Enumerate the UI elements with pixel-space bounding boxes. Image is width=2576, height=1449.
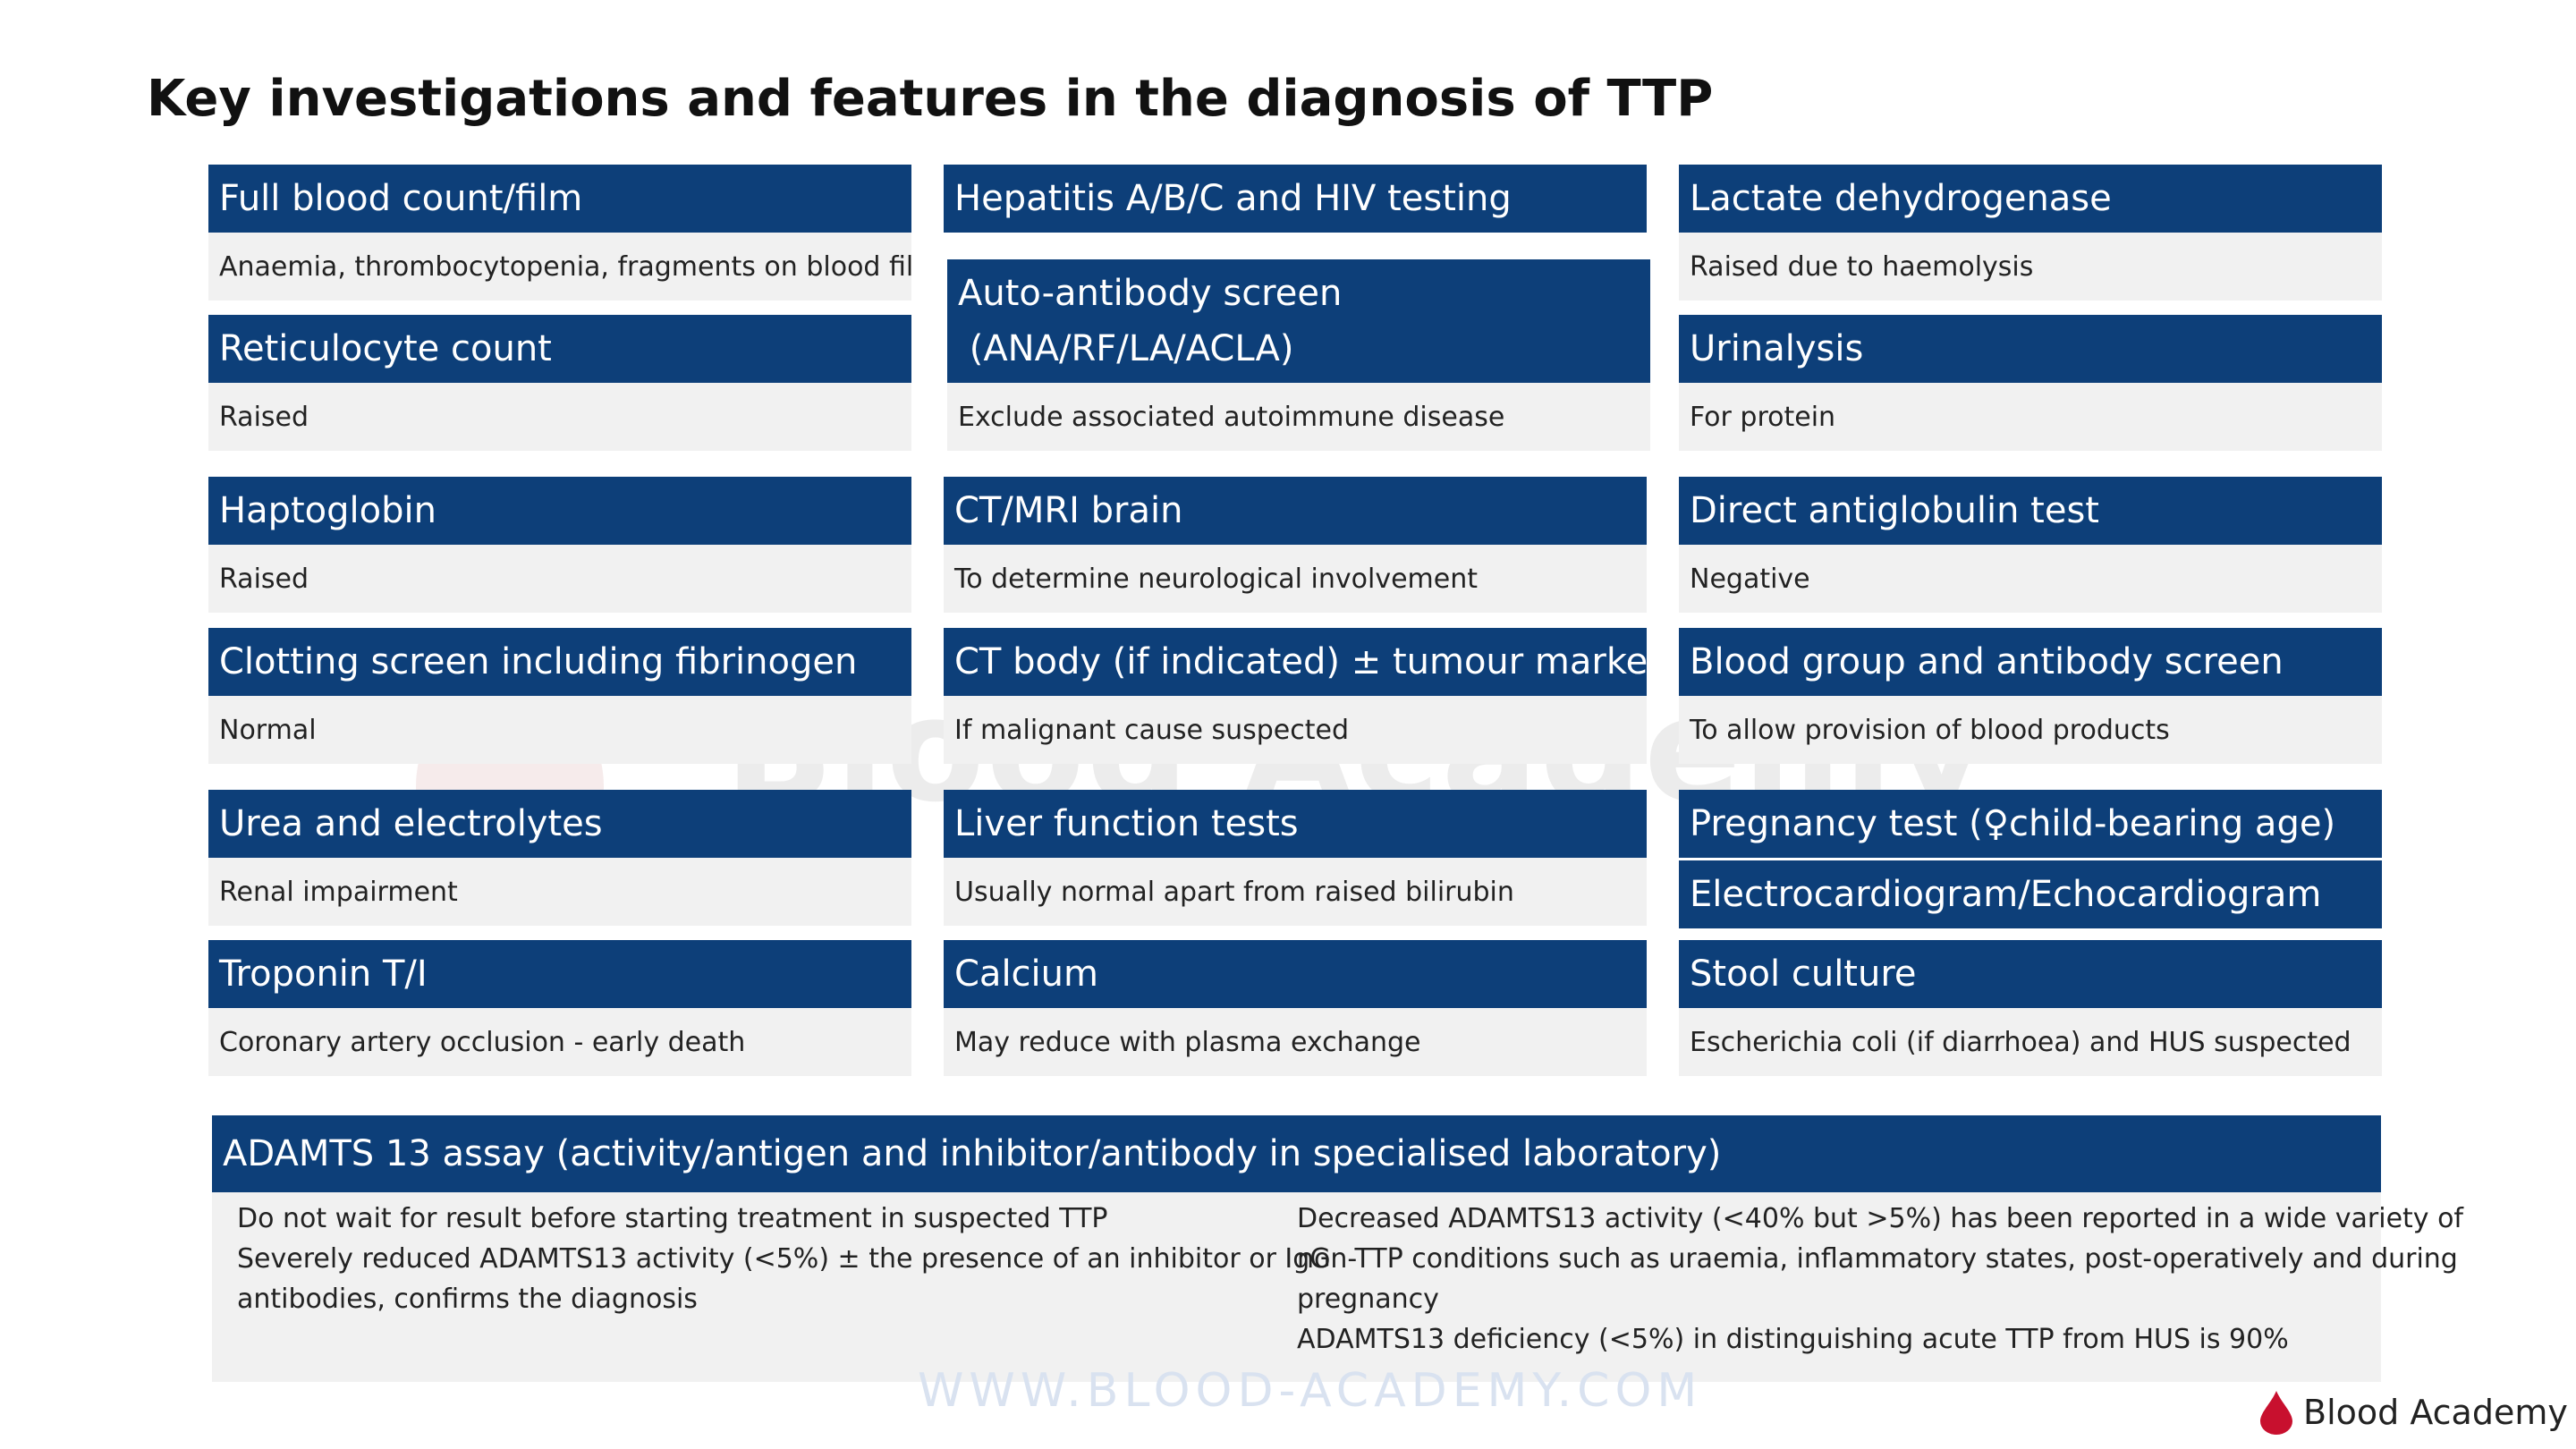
card-heading: Troponin T/I (208, 940, 911, 1008)
card-detail: Usually normal apart from raised bilirub… (944, 858, 1647, 926)
card-heading: Clotting screen including fibrinogen (208, 628, 911, 696)
card-heading: Direct antiglobulin test (1679, 477, 2382, 545)
card-heading: Full blood count/film (208, 165, 911, 233)
adamts-right-line: ADAMTS13 deficiency (<5%) in distinguish… (1297, 1324, 2289, 1355)
card-heading: Blood group and antibody screen (1679, 628, 2382, 696)
card-heading: CT/MRI brain (944, 477, 1647, 545)
brand-logo: Blood Academy (2258, 1389, 2568, 1436)
card-stool-culture: Stool culture Escherichia coli (if diarr… (1679, 940, 2382, 1076)
card-detail: Raised (208, 383, 911, 451)
card-full-blood-count: Full blood count/film Anaemia, thrombocy… (208, 165, 911, 301)
card-heading: Haptoglobin (208, 477, 911, 545)
card-detail: Anaemia, thrombocytopenia, fragments on … (208, 233, 911, 301)
card-detail: Normal (208, 696, 911, 764)
card-detail: If malignant cause suspected (944, 696, 1647, 764)
adamts-detail: Do not wait for result before starting t… (212, 1192, 2463, 1382)
adamts-heading: ADAMTS 13 assay (activity/antigen and in… (212, 1115, 2381, 1192)
card-direct-antiglobulin: Direct antiglobulin test Negative (1679, 477, 2382, 613)
card-detail: Escherichia coli (if diarrhoea) and HUS … (1679, 1008, 2382, 1076)
card-detail: Exclude associated autoimmune disease (947, 383, 1650, 451)
adamts-left-line: Do not wait for result before starting t… (237, 1203, 1108, 1234)
card-detail: Renal impairment (208, 858, 911, 926)
adamts-left-line: antibodies, confirms the diagnosis (237, 1284, 698, 1315)
adamts-right-line: pregnancy (1297, 1284, 1439, 1315)
card-hepatitis-hiv: Hepatitis A/B/C and HIV testing (944, 165, 1647, 233)
card-heading-line: (ANA/RF/LA/ACLA) (958, 328, 1294, 369)
card-heading: Urea and electrolytes (208, 790, 911, 858)
card-detail: To determine neurological involvement (944, 545, 1647, 613)
footer-url: WWW.BLOOD-ACADEMY.COM (918, 1364, 1703, 1418)
blood-drop-icon (2260, 1391, 2292, 1435)
card-heading: Calcium (944, 940, 1647, 1008)
card-calcium: Calcium May reduce with plasma exchange (944, 940, 1647, 1076)
card-reticulocyte-count: Reticulocyte count Raised (208, 315, 911, 451)
card-heading: Urinalysis (1679, 315, 2382, 383)
page-title: Key investigations and features in the d… (147, 70, 1714, 128)
card-haptoglobin: Haptoglobin Raised (208, 477, 911, 613)
adamts-left-line: Severely reduced ADAMTS13 activity (<5%)… (237, 1243, 1331, 1275)
card-urea-electrolytes: Urea and electrolytes Renal impairment (208, 790, 911, 926)
card-heading: Electrocardiogram/Echocardiogram (1679, 860, 2382, 928)
card-ct-body: CT body (if indicated) ± tumour markers … (944, 628, 1647, 764)
card-ecg-echo: Electrocardiogram/Echocardiogram (1679, 860, 2382, 928)
card-detail: Raised due to haemolysis (1679, 233, 2382, 301)
card-autoantibody-screen: Auto-antibody screen (ANA/RF/LA/ACLA) Ex… (947, 259, 1650, 451)
card-blood-group: Blood group and antibody screen To allow… (1679, 628, 2382, 764)
card-lactate-dehydrogenase: Lactate dehydrogenase Raised due to haem… (1679, 165, 2382, 301)
card-detail: To allow provision of blood products (1679, 696, 2382, 764)
card-heading: Liver function tests (944, 790, 1647, 858)
card-detail: May reduce with plasma exchange (944, 1008, 1647, 1076)
card-heading-line: Auto-antibody screen (958, 273, 1343, 314)
adamts-right-line: non-TTP conditions such as uraemia, infl… (1297, 1243, 2458, 1275)
card-troponin: Troponin T/I Coronary artery occlusion -… (208, 940, 911, 1076)
card-pregnancy-test: Pregnancy test (♀child-bearing age) (1679, 790, 2382, 858)
card-heading: Reticulocyte count (208, 315, 911, 383)
card-detail: Coronary artery occlusion - early death (208, 1008, 911, 1076)
card-heading: Lactate dehydrogenase (1679, 165, 2382, 233)
card-liver-function: Liver function tests Usually normal apar… (944, 790, 1647, 926)
logo-text: Blood Academy (2303, 1393, 2568, 1432)
card-urinalysis: Urinalysis For protein (1679, 315, 2382, 451)
card-heading: Stool culture (1679, 940, 2382, 1008)
card-clotting-screen: Clotting screen including fibrinogen Nor… (208, 628, 911, 764)
card-heading: Auto-antibody screen (ANA/RF/LA/ACLA) (947, 259, 1650, 383)
adamts-right-line: Decreased ADAMTS13 activity (<40% but >5… (1297, 1203, 2463, 1234)
card-detail: For protein (1679, 383, 2382, 451)
card-detail: Raised (208, 545, 911, 613)
card-heading: Pregnancy test (♀child-bearing age) (1679, 790, 2382, 858)
card-heading: Hepatitis A/B/C and HIV testing (944, 165, 1647, 233)
card-ct-mri-brain: CT/MRI brain To determine neurological i… (944, 477, 1647, 613)
card-detail: Negative (1679, 545, 2382, 613)
card-heading: CT body (if indicated) ± tumour markers (944, 628, 1647, 696)
